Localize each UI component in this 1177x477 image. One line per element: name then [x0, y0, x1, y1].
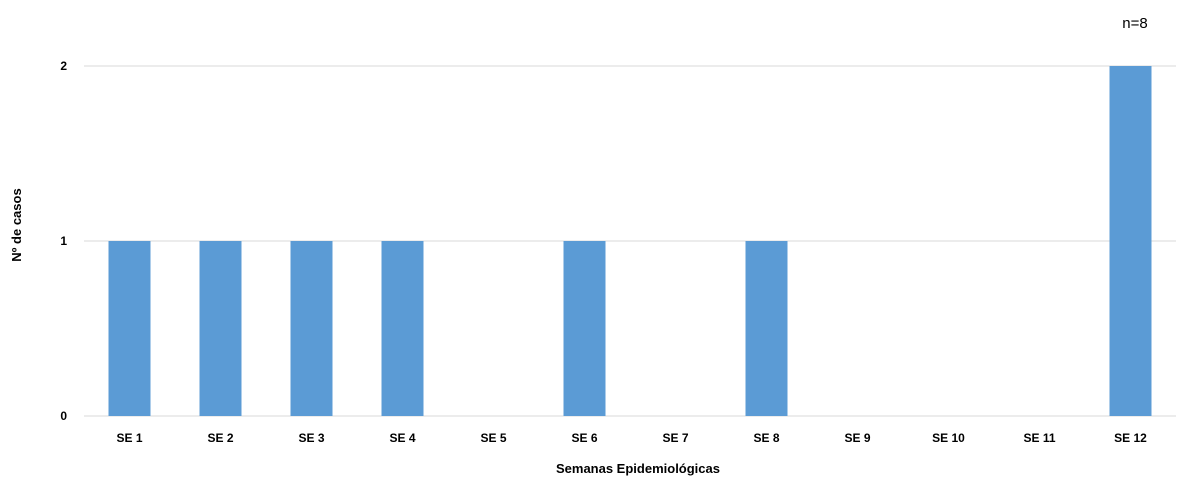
- x-axis-title: Semanas Epidemiológicas: [556, 461, 720, 476]
- x-tick-label: SE 5: [480, 431, 506, 445]
- bar: [199, 241, 242, 416]
- x-tick-label: SE 1: [116, 431, 142, 445]
- gridlines: [84, 65, 1176, 417]
- y-tick-label: 0: [60, 409, 67, 423]
- bar: [108, 241, 151, 416]
- x-tick-label: SE 4: [389, 431, 415, 445]
- bar: [745, 241, 788, 416]
- bar: [1109, 66, 1152, 416]
- bars: [108, 66, 1152, 416]
- bar: [563, 241, 606, 416]
- y-axis-title: Nº de casos: [9, 188, 24, 261]
- sample-size-annotation: n=8: [1122, 15, 1147, 32]
- x-tick-label: SE 11: [1023, 431, 1055, 445]
- y-tick-label: 1: [60, 234, 67, 248]
- x-tick-labels: SE 1 SE 2 SE 3 SE 4 SE 5 SE 6 SE 7 SE 8 SE 9 SE 1…: [116, 431, 1147, 445]
- x-tick-label: SE 12: [1114, 431, 1147, 445]
- x-tick-label: SE 7: [662, 431, 688, 445]
- x-tick-label: SE 2: [207, 431, 233, 445]
- x-tick-label: SE 10: [932, 431, 965, 445]
- x-tick-label: SE 3: [298, 431, 324, 445]
- bar: [290, 241, 333, 416]
- x-tick-label: SE 9: [844, 431, 870, 445]
- x-tick-label: SE 8: [753, 431, 779, 445]
- y-tick-label: 2: [60, 59, 67, 73]
- y-tick-labels: 0 1 2: [60, 59, 67, 423]
- x-tick-label: SE 6: [571, 431, 597, 445]
- bar: [381, 241, 424, 416]
